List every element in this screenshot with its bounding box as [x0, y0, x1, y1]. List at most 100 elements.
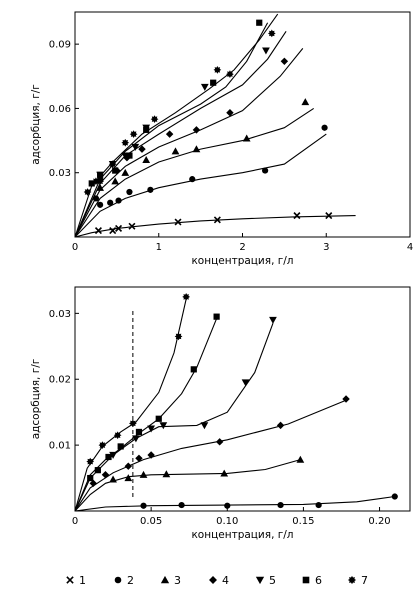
data-point-series-2 [107, 199, 114, 206]
legend-marker-3 [160, 575, 170, 584]
data-point-series-1 [115, 224, 123, 232]
y-tick-label: 0.06 [49, 104, 71, 115]
data-point-series-7 [174, 332, 183, 341]
fit-curve-series-2 [74, 495, 395, 512]
fit-curve-series-7 [74, 13, 279, 238]
data-point-series-5 [241, 379, 250, 387]
data-point-series-7 [98, 441, 107, 449]
top-chart: 0 1 2 3 4 0.03 0.06 0.09 концентрация, г/л адсорб… [30, 11, 413, 267]
legend-label-6: 6 [315, 574, 322, 587]
data-point-series-7 [182, 293, 191, 301]
data-point-series-2 [321, 124, 328, 131]
bottom-chart: 0 0.05 0.10 0.15 0.20 0.01 0.02 0.03 концентраци… [30, 286, 411, 541]
y-tick-label: 0.01 [49, 441, 71, 452]
data-point-series-4 [135, 454, 143, 463]
data-point-series-1 [174, 218, 182, 226]
data-point-series-4 [342, 395, 350, 403]
data-point-series-2 [140, 502, 147, 509]
y-tick-label: 0.03 [49, 309, 71, 320]
data-point-series-3 [296, 455, 305, 463]
data-point-series-2 [126, 188, 133, 196]
x-tick-label: 0 [72, 242, 78, 253]
legend-label-4: 4 [222, 574, 229, 587]
data-point-series-3 [162, 470, 171, 478]
x-axis-label: концентрация, г/л [191, 255, 293, 267]
data-point-series-6 [87, 474, 94, 482]
data-point-series-1 [293, 212, 301, 220]
legend-marker-2 [114, 576, 122, 584]
data-point-series-2 [178, 501, 185, 509]
data-point-series-1 [325, 212, 333, 220]
data-point-series-4 [192, 126, 201, 134]
data-point-series-6 [112, 167, 119, 174]
data-point-series-3 [124, 474, 133, 482]
x-tick-label: 4 [407, 242, 413, 253]
legend-label-2: 2 [127, 574, 134, 587]
legend-marker-6 [302, 576, 310, 584]
data-point-series-1 [109, 227, 117, 235]
data-point-series-3 [301, 98, 310, 106]
data-point-series-1 [94, 227, 102, 235]
data-point-series-3 [171, 147, 180, 155]
data-point-series-7 [83, 188, 92, 196]
data-point-series-4 [165, 130, 174, 138]
data-point-series-3 [242, 134, 251, 142]
fit-curve-series-6 [74, 22, 269, 238]
data-point-series-6 [135, 428, 143, 436]
data-point-series-6 [88, 180, 95, 187]
plot-frame [74, 286, 411, 512]
fit-curve-series-4 [74, 48, 304, 238]
x-tick-label: 0.10 [216, 516, 238, 527]
data-point-series-1 [213, 216, 221, 224]
legend-label-7: 7 [361, 574, 368, 587]
fit-curve-series-3 [74, 107, 315, 238]
data-point-series-2 [97, 201, 104, 208]
y-tick-label: 0.02 [49, 375, 71, 386]
data-point-series-2 [277, 501, 284, 509]
data-point-series-6 [126, 152, 133, 159]
data-point-series-6 [94, 467, 101, 474]
legend-marker-7 [347, 575, 357, 585]
data-point-series-7 [267, 29, 276, 38]
data-point-series-3 [111, 177, 120, 185]
data-point-series-3 [220, 469, 229, 477]
fit-curve-series-6 [74, 318, 218, 512]
y-axis-label: адсорбция, г/г [30, 84, 42, 165]
data-point-series-7 [226, 70, 234, 79]
data-point-series-7 [86, 457, 95, 466]
data-point-series-7 [121, 138, 130, 147]
fit-curve-series-2 [74, 133, 327, 238]
data-point-series-4 [101, 471, 110, 479]
legend-marker-4 [209, 576, 217, 584]
fit-curve-series-3 [74, 459, 301, 512]
data-point-series-7 [96, 177, 104, 186]
data-point-series-2 [147, 186, 154, 193]
data-point-series-6 [97, 171, 104, 178]
x-tick-label: 2 [239, 242, 245, 253]
data-point-series-7 [128, 419, 137, 428]
data-point-series-5 [269, 316, 277, 324]
data-point-series-3 [109, 475, 117, 483]
x-tick-label: 0.20 [368, 516, 390, 527]
data-point-series-6 [210, 79, 217, 86]
data-point-series-5 [109, 451, 117, 459]
data-point-series-7 [113, 431, 122, 440]
x-tick-label: 1 [156, 242, 162, 253]
data-point-series-5 [200, 422, 209, 430]
data-point-series-3 [139, 470, 148, 478]
x-axis-label: концентрация, г/л [191, 529, 293, 541]
data-point-series-2 [224, 502, 231, 509]
data-point-series-2 [391, 493, 398, 500]
data-point-series-7 [150, 115, 159, 124]
data-point-series-6 [190, 366, 197, 373]
legend-label-3: 3 [174, 574, 181, 587]
data-point-series-2 [115, 197, 122, 204]
data-point-series-6 [155, 415, 162, 422]
x-tick-label: 3 [323, 242, 329, 253]
data-point-series-4 [215, 438, 224, 446]
x-tick-label: 0.05 [140, 516, 162, 527]
data-point-series-4 [147, 451, 155, 459]
legend-marker-1 [66, 576, 74, 584]
data-point-series-5 [147, 425, 156, 433]
